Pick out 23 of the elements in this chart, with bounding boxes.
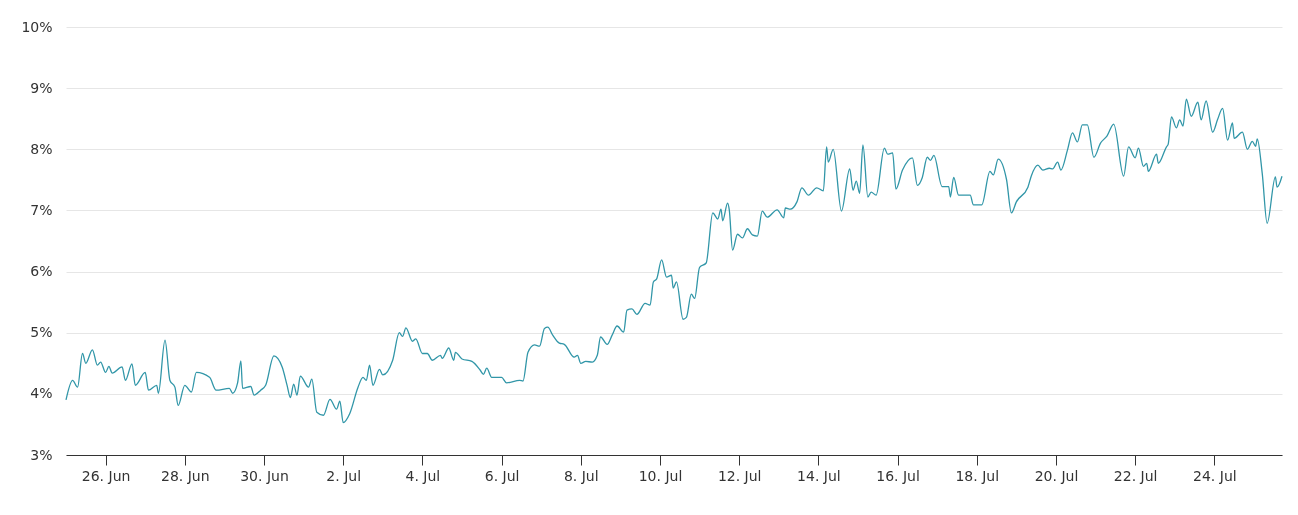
y-tick-label: 3% — [30, 446, 53, 463]
y-tick-label: 7% — [30, 201, 53, 218]
x-tick-label: 16. Jul — [876, 467, 920, 484]
x-tick-label: 14. Jul — [797, 467, 841, 484]
x-tick-label: 30. Jun — [240, 467, 289, 484]
x-tick-label: 18. Jul — [955, 467, 1000, 484]
x-tick-label: 28. Jun — [161, 467, 210, 484]
x-tick-label: 12. Jul — [717, 467, 762, 484]
x-tick-label: 20. Jul — [1034, 467, 1079, 484]
x-tick-label: 8. Jul — [563, 467, 599, 484]
y-tick-label: 10% — [21, 18, 53, 35]
x-tick-label: 2. Jul — [326, 467, 362, 484]
y-tick-label: 4% — [30, 385, 53, 402]
x-tick-label: 10. Jul — [638, 467, 683, 484]
y-tick-label: 6% — [30, 263, 53, 280]
y-tick-label: 9% — [30, 79, 53, 96]
x-tick-label: 6. Jul — [484, 467, 520, 484]
x-tick-label: 26. Jun — [81, 467, 131, 484]
x-tick-label: 24. Jul — [1193, 467, 1237, 484]
y-tick-label: 8% — [30, 140, 53, 157]
x-tick-label: 4. Jul — [405, 467, 441, 484]
x-tick-label: 22. Jul — [1113, 467, 1158, 484]
y-tick-label: 5% — [30, 324, 53, 341]
